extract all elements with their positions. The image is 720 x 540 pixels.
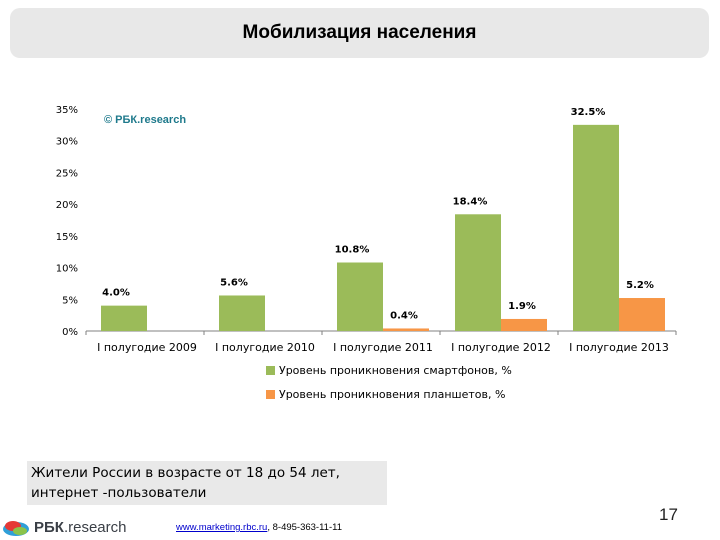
data-label: 0.4% bbox=[390, 310, 418, 321]
contact-line: www.marketing.rbc.ru, 8-495-363-11-11 bbox=[176, 522, 342, 533]
smartphone-bar bbox=[219, 295, 265, 331]
smartphone-bar bbox=[337, 262, 383, 331]
tablet-bar bbox=[501, 318, 547, 331]
smartphone-bar bbox=[573, 124, 619, 331]
smartphone-bar bbox=[101, 305, 147, 331]
page-title: Мобилизация населения bbox=[242, 22, 477, 43]
data-label: 5.2% bbox=[626, 280, 654, 291]
y-tick-label: 10% bbox=[56, 264, 78, 275]
x-tick-label: I полугодие 2013 bbox=[569, 341, 669, 354]
data-label: 5.6% bbox=[220, 277, 248, 288]
y-tick-label: 15% bbox=[56, 232, 78, 243]
tablet-bar bbox=[383, 328, 429, 331]
penetration-chart: 0% 5% 10% 15% 20% 25% 30% 35% © РБК.research I по… bbox=[56, 105, 677, 401]
y-tick-label: 5% bbox=[62, 295, 78, 306]
y-tick-label: 30% bbox=[56, 137, 78, 148]
y-tick-label: 20% bbox=[56, 200, 78, 211]
x-tick-label: I полугодие 2012 bbox=[451, 341, 551, 354]
legend-label: Уровень проникновения планшетов, % bbox=[279, 388, 505, 401]
data-label: 4.0% bbox=[102, 288, 130, 299]
x-tick-label: I полугодие 2010 bbox=[215, 341, 315, 354]
smartphone-bar bbox=[455, 214, 501, 331]
rbc-logo: РБК.research bbox=[2, 515, 126, 539]
title-bar: Мобилизация населения bbox=[10, 8, 709, 58]
data-label: 18.4% bbox=[453, 196, 488, 207]
data-label: 1.9% bbox=[508, 301, 536, 312]
legend-swatch bbox=[266, 366, 275, 375]
y-tick-label: 0% bbox=[62, 327, 78, 338]
contact-phone: , 8-495-363-11-11 bbox=[267, 522, 342, 533]
y-tick-label: 25% bbox=[56, 168, 78, 179]
tablet-bar bbox=[619, 298, 665, 331]
legend-label: Уровень проникновения смартфонов, % bbox=[279, 364, 512, 377]
chart-watermark: © РБК.research bbox=[104, 114, 186, 126]
rbc-logo-name: РБК bbox=[34, 518, 64, 536]
legend-swatch bbox=[266, 390, 275, 399]
data-label: 32.5% bbox=[571, 107, 606, 118]
page-number: 17 bbox=[659, 505, 678, 524]
rbc-logo-suffix: .research bbox=[63, 518, 127, 536]
footnote: Жители России в возрасте от 18 до 54 лет… bbox=[27, 461, 387, 505]
y-tick-label: 35% bbox=[56, 105, 78, 116]
data-label: 10.8% bbox=[335, 244, 370, 255]
rbc-logo-text: РБК.research bbox=[34, 519, 126, 536]
marketing-link[interactable]: www.marketing.rbc.ru bbox=[176, 522, 268, 533]
x-tick-label: I полугодие 2009 bbox=[97, 341, 197, 354]
rbc-logo-icon bbox=[3, 521, 29, 536]
x-tick-label: I полугодие 2011 bbox=[333, 341, 433, 354]
